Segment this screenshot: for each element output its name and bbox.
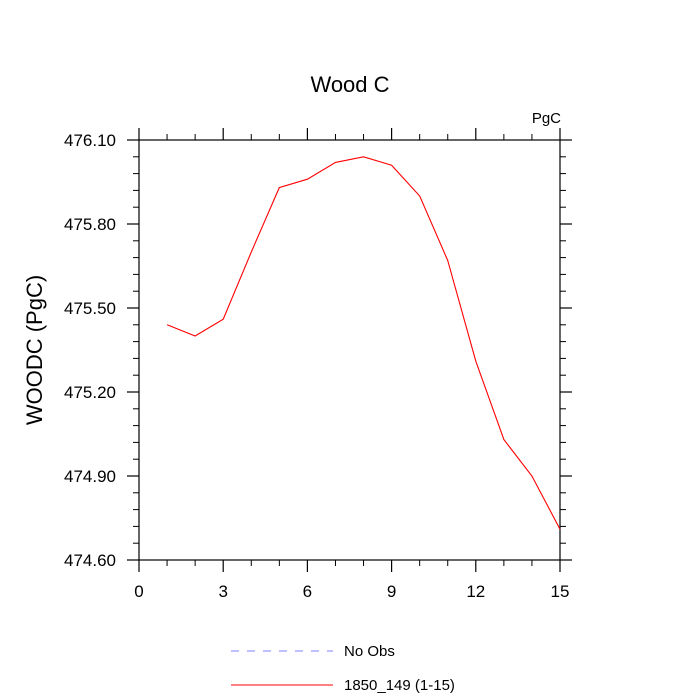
- series-line: [166, 156, 561, 530]
- legend: No Obs 1850_149 (1-15): [231, 643, 455, 694]
- units-label: PgC: [532, 110, 561, 127]
- y-tick-label: 475.80: [64, 215, 116, 234]
- y-tick-label: 476.10: [64, 131, 116, 150]
- x-tick-label: 9: [387, 582, 396, 601]
- x-tick-label: 3: [218, 582, 227, 601]
- x-tick-label: 6: [303, 582, 312, 601]
- y-tick-label: 475.20: [64, 383, 116, 402]
- y-axis-label: WOODC (PgC): [22, 275, 47, 425]
- series-layer: [166, 156, 561, 530]
- x-tick-label: 15: [551, 582, 570, 601]
- legend-label: 1850_149 (1-15): [344, 677, 455, 694]
- axis-ticks: 0 3 6 9 12 15 474.60 474.90 475.20 475.50 475.80 47…: [64, 128, 572, 601]
- chart-title: Wood C: [310, 72, 389, 97]
- x-tick-label: 0: [134, 582, 143, 601]
- y-tick-label: 474.60: [64, 551, 116, 570]
- plot-frame: [138, 139, 561, 561]
- legend-label: No Obs: [344, 643, 395, 660]
- y-tick-label: 475.50: [64, 299, 116, 318]
- x-tick-label: 12: [466, 582, 485, 601]
- y-tick-label: 474.90: [64, 467, 116, 486]
